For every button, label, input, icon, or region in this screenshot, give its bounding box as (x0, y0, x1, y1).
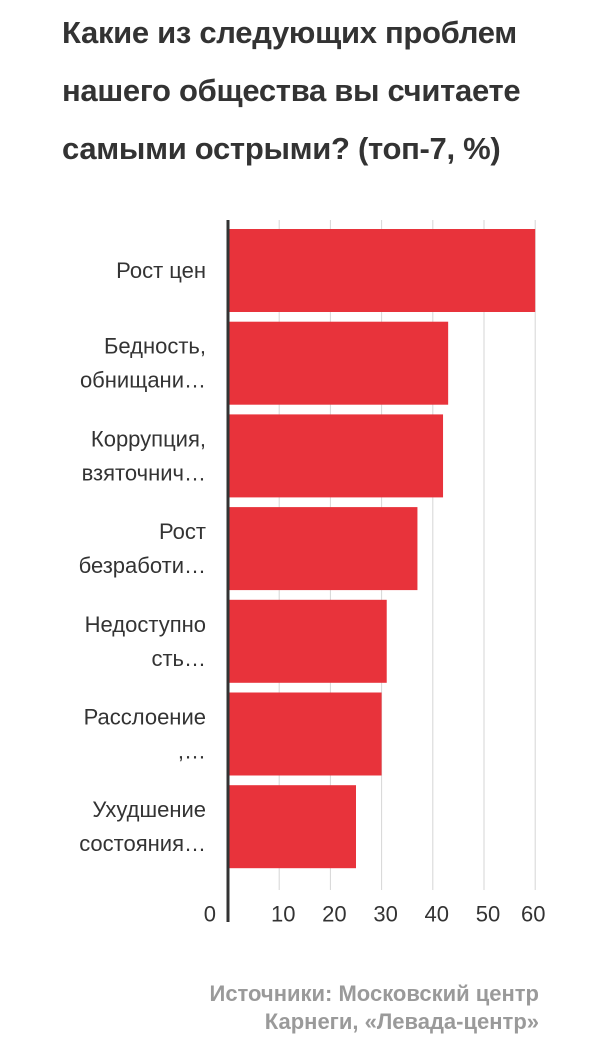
bar-2 (228, 321, 449, 405)
source-note: Источники: Московский центр Карнеги, «Ле… (210, 980, 540, 1036)
category-label-5-line-2: сть… (151, 646, 206, 671)
bar-5 (228, 599, 387, 683)
category-label-7-line-1: Ухудшение (92, 797, 206, 822)
bar-4 (228, 507, 418, 591)
x-tick-label-60: 60 (521, 902, 545, 927)
category-label-2-line-1: Бедность, (104, 334, 206, 359)
category-labels: Рост цен Бедность, обнищани… Коррупция, взят… (79, 258, 206, 856)
x-tick-label-0: 0 (204, 902, 216, 927)
x-tick-label-30: 30 (373, 902, 397, 927)
category-label-3-line-2: взяточнич… (82, 460, 206, 485)
bar-7 (228, 785, 356, 869)
x-tick-label-20: 20 (322, 902, 346, 927)
category-label-6-line-1: Расслоение (84, 705, 206, 730)
source-line-1: Источники: Московский центр (209, 981, 540, 1006)
source-line-2: Карнеги, «Левада-центр» (264, 1009, 539, 1034)
bar-3 (228, 414, 444, 498)
category-label-7-line-2: состояния… (79, 831, 206, 856)
bar-6 (228, 692, 382, 776)
category-label-2-line-2: обнищани… (80, 368, 206, 393)
x-tick-label-50: 50 (476, 902, 500, 927)
category-label-5-line-1: Недоступно (85, 612, 206, 637)
bars (228, 229, 536, 869)
category-label-1-line-1: Рост цен (116, 258, 206, 283)
category-label-3-line-1: Коррупция, (91, 426, 206, 451)
x-tick-labels: 0 10 20 30 40 50 60 (204, 902, 546, 927)
chart-title-line-2: нашего общества вы считаете (62, 73, 521, 108)
category-label-4-line-2: безработи… (79, 553, 206, 578)
bar-1 (228, 229, 536, 312)
chart-title: Какие из следующих проблем нашего общест… (62, 4, 582, 178)
category-label-4-line-1: Рост (159, 519, 206, 544)
x-tick-label-10: 10 (271, 902, 295, 927)
category-label-6-line-2: ,… (178, 739, 206, 764)
chart-title-line-1: Какие из следующих проблем (62, 15, 517, 50)
chart-title-line-3: самыми острыми? (топ-7, %) (62, 131, 501, 166)
x-tick-label-40: 40 (425, 902, 449, 927)
